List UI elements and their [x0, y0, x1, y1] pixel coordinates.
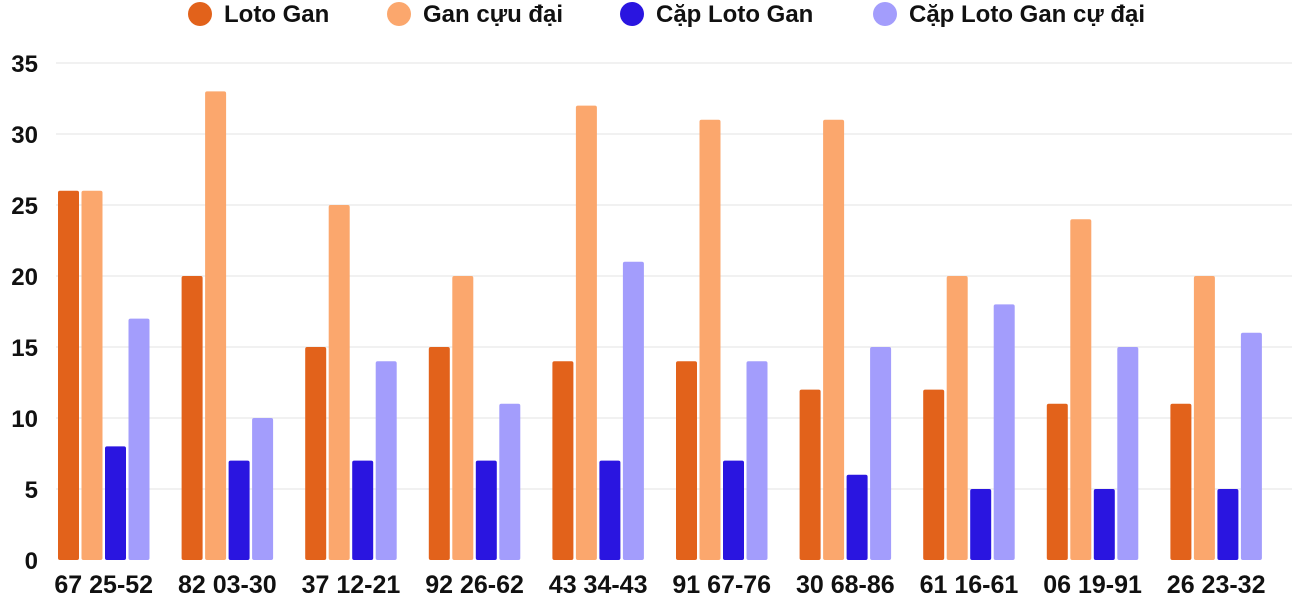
- bar-loto-gan-0: [58, 190, 79, 561]
- bar-c-p-loto-gan-c-i-3: [499, 403, 521, 560]
- bar-gan-c-u-i-8: [1070, 219, 1092, 560]
- bar-c-p-loto-gan-c-i-2: [375, 361, 397, 560]
- y-tick-label: 0: [25, 548, 38, 575]
- legend-swatch: [188, 2, 212, 26]
- bar-loto-gan-9: [1170, 403, 1192, 560]
- bar-loto-gan-4: [552, 361, 574, 560]
- bar-c-p-loto-gan-5: [723, 460, 744, 560]
- bar-c-p-loto-gan-0: [105, 446, 126, 560]
- y-tick-label: 20: [11, 264, 38, 291]
- legend-swatch: [620, 2, 644, 26]
- x-tick-label: 30 68-86: [796, 571, 895, 599]
- bar-c-p-loto-gan-6: [846, 474, 868, 560]
- bar-c-p-loto-gan-2: [352, 460, 374, 560]
- y-tick-label: 30: [11, 122, 38, 149]
- bar-loto-gan-1: [181, 276, 203, 560]
- bar-gan-c-u-i-7: [946, 276, 968, 560]
- bar-loto-gan-7: [923, 389, 945, 560]
- axes: 0 5 10 15 20 25 30 35 67 25-52 82 03-30 37 12-21 92…: [11, 51, 1265, 599]
- x-tick-label: 92 26-62: [425, 571, 524, 599]
- legend-swatch: [873, 2, 897, 26]
- bar-c-p-loto-gan-1: [228, 460, 250, 560]
- x-tick-label: 43 34-43: [549, 571, 648, 599]
- bar-c-p-loto-gan-4: [599, 460, 621, 560]
- bar-c-p-loto-gan-9: [1217, 489, 1239, 560]
- x-tick-label: 06 19-91: [1043, 571, 1142, 599]
- bar-gan-c-u-i-6: [823, 119, 845, 561]
- bar-c-p-loto-gan-7: [970, 489, 992, 560]
- bar-gan-c-u-i-4: [575, 105, 597, 560]
- bar-c-p-loto-gan-c-i-9: [1240, 332, 1262, 560]
- bars: [58, 91, 1262, 561]
- gridlines: [56, 62, 1292, 490]
- x-tick-label: 67 25-52: [54, 571, 153, 599]
- legend-item[interactable]: Loto Gan: [188, 1, 329, 28]
- y-tick-label: 25: [11, 193, 38, 220]
- legend-label: Cặp Loto Gan cự đại: [909, 1, 1145, 28]
- legend-item[interactable]: Gan cựu đại: [387, 1, 563, 28]
- legend-label: Gan cựu đại: [423, 1, 563, 28]
- y-tick-label: 15: [11, 335, 38, 362]
- bar-gan-c-u-i-1: [205, 91, 227, 561]
- x-tick-label: 26 23-32: [1167, 571, 1266, 599]
- x-tick-label: 82 03-30: [178, 571, 277, 599]
- bar-gan-c-u-i-5: [699, 119, 721, 561]
- legend-swatch: [387, 2, 411, 26]
- legend-item[interactable]: Cặp Loto Gan cự đại: [873, 1, 1145, 28]
- bar-c-p-loto-gan-c-i-0: [128, 318, 150, 560]
- y-tick-label: 35: [11, 51, 38, 78]
- bar-loto-gan-2: [305, 347, 327, 560]
- bar-gan-c-u-i-3: [452, 276, 474, 560]
- y-tick-label: 5: [25, 477, 38, 504]
- bar-loto-gan-5: [676, 361, 697, 560]
- bar-gan-c-u-i-2: [328, 205, 350, 560]
- bar-gan-c-u-i-0: [81, 190, 103, 561]
- x-tick-label: 37 12-21: [302, 571, 401, 599]
- legend-label: Loto Gan: [224, 1, 329, 28]
- bar-c-p-loto-gan-c-i-5: [746, 361, 768, 560]
- bar-loto-gan-8: [1046, 403, 1068, 560]
- y-tick-label: 10: [11, 406, 38, 433]
- bar-c-p-loto-gan-8: [1093, 489, 1115, 560]
- legend-label: Cặp Loto Gan: [656, 1, 813, 28]
- legend-item[interactable]: Cặp Loto Gan: [620, 1, 813, 28]
- bar-gan-c-u-i-9: [1193, 276, 1215, 560]
- x-tick-label: 61 16-61: [920, 571, 1019, 599]
- x-tick-label: 91 67-76: [672, 571, 771, 599]
- bar-loto-gan-6: [799, 389, 821, 560]
- bar-loto-gan-3: [428, 347, 450, 560]
- bar-c-p-loto-gan-3: [475, 460, 497, 560]
- bar-c-p-loto-gan-c-i-7: [993, 304, 1015, 560]
- bar-c-p-loto-gan-c-i-1: [252, 418, 274, 560]
- bar-c-p-loto-gan-c-i-4: [622, 261, 644, 560]
- legend[interactable]: Loto Gan Gan cựu đại Cặp Loto Gan Cặp Loto …: [188, 1, 1145, 28]
- bar-c-p-loto-gan-c-i-8: [1117, 347, 1139, 560]
- bar-c-p-loto-gan-c-i-6: [870, 347, 892, 560]
